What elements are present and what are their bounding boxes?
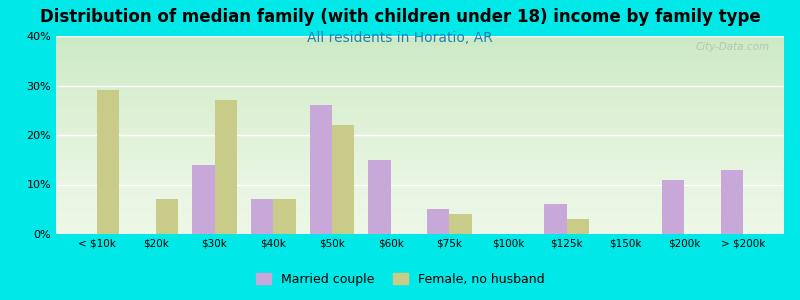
Bar [192,165,214,234]
Bar [251,199,274,234]
Bar [721,169,743,234]
Text: Distribution of median family (with children under 18) income by family type: Distribution of median family (with chil… [40,8,760,26]
Bar [310,105,332,234]
Bar [566,219,589,234]
Legend: Married couple, Female, no husband: Married couple, Female, no husband [250,268,550,291]
Bar [368,160,390,234]
Bar [545,204,566,234]
Bar [662,179,684,234]
Bar [156,199,178,234]
Bar [332,125,354,234]
Bar [450,214,472,234]
Bar [427,209,450,234]
Bar [274,199,295,234]
Bar [97,90,119,234]
Text: All residents in Horatio, AR: All residents in Horatio, AR [307,32,493,46]
Bar [214,100,237,234]
Text: City-Data.com: City-Data.com [695,42,770,52]
